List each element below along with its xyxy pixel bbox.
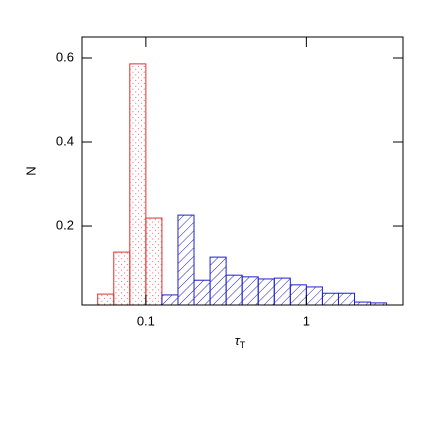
y-tick-label: 0.4 — [56, 133, 74, 148]
x-axis-label: τT — [235, 333, 246, 350]
bar — [257, 278, 275, 306]
bar — [241, 276, 259, 306]
axes-frame — [81, 36, 404, 306]
bar — [209, 256, 227, 306]
x-tick-label: 0.1 — [137, 313, 155, 328]
y-tick-label: 0.6 — [56, 49, 74, 64]
bar — [225, 274, 243, 306]
bar — [161, 294, 179, 306]
bar — [177, 214, 195, 306]
y-tick-label: 0.2 — [56, 217, 74, 232]
bar — [113, 251, 131, 306]
bar — [97, 293, 115, 306]
plot-area — [97, 63, 388, 306]
x-tick-label: 1 — [303, 313, 310, 328]
bar — [129, 63, 147, 306]
bar — [305, 286, 323, 306]
x-axis-label-sub: T — [240, 340, 246, 350]
x-axis-label-main: τ — [235, 333, 241, 348]
bar — [289, 284, 307, 306]
bar — [145, 217, 163, 306]
bar — [337, 292, 356, 306]
y-axis-label: N — [23, 166, 38, 175]
bar — [273, 277, 291, 306]
bar — [193, 279, 211, 306]
bar — [321, 292, 339, 306]
